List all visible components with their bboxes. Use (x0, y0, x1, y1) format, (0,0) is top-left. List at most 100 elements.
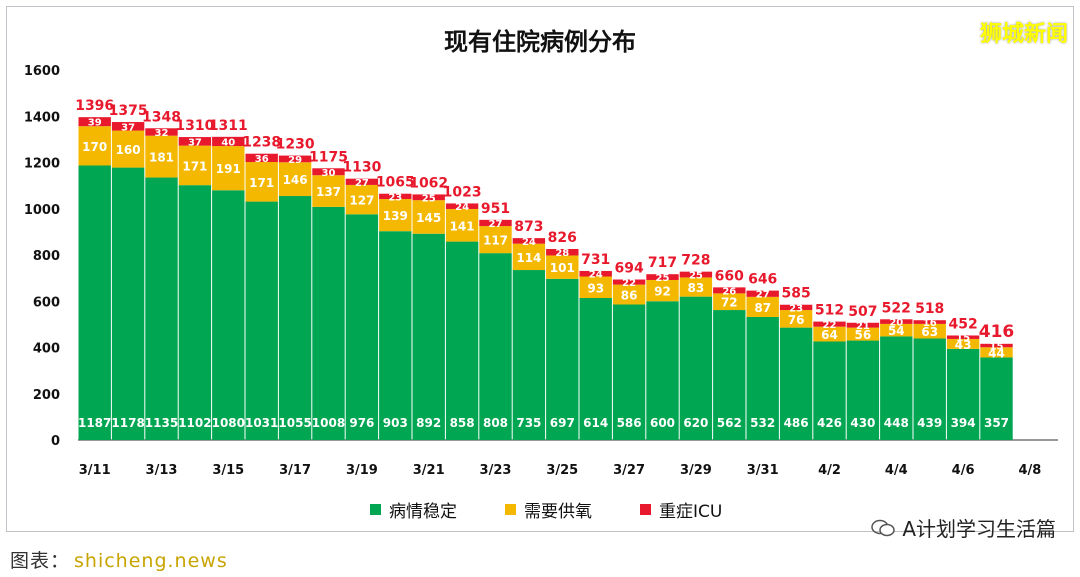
x-tick-label: 3/27 (613, 463, 645, 478)
data-label-total: 1311 (209, 118, 248, 134)
data-label-total: 1062 (409, 175, 448, 191)
data-label-total: 452 (948, 316, 977, 332)
bar-segment-icu (779, 304, 813, 311)
legend-item-stable: 病情稳定 (370, 497, 457, 522)
brand-logo-text: 狮城新闻 (979, 22, 1068, 47)
bar-segment-icu (579, 270, 612, 277)
data-label-oxygen: 170 (82, 140, 107, 154)
bar-segment-icu (111, 122, 145, 131)
bar-segment-stable (679, 296, 713, 440)
bar-segment-stable (646, 301, 679, 440)
data-label-oxygen: 145 (416, 211, 441, 225)
bar-segment-stable (278, 196, 312, 440)
x-tick-label: 4/8 (1018, 463, 1041, 478)
legend-swatch-oxygen (505, 504, 516, 515)
data-label-total: 507 (848, 304, 877, 320)
x-tick-label: 3/29 (680, 463, 712, 478)
bar-segment-stable (746, 316, 779, 440)
bar-segment-stable (312, 206, 345, 440)
bar-segment-icu (412, 194, 445, 201)
x-tick-label: 4/6 (952, 463, 975, 478)
data-label-oxygen: 171 (249, 176, 274, 190)
data-label-icu: 26 (722, 286, 736, 297)
bar-segment-stable (913, 338, 946, 440)
data-label-stable: 448 (884, 416, 909, 430)
x-tick-label: 3/15 (212, 463, 244, 478)
bar-segment-icu (479, 219, 512, 227)
data-label-icu: 29 (288, 155, 302, 166)
bar-segment-oxygen (813, 326, 846, 342)
bar-segment-stable (512, 270, 546, 440)
x-tick-label: 3/21 (413, 463, 445, 478)
bar-segment-oxygen (412, 200, 445, 234)
data-label-stable: 600 (650, 416, 675, 430)
data-label-total: 1348 (142, 109, 181, 125)
x-tick-label: 3/23 (480, 463, 512, 478)
bar-segment-stable (178, 185, 212, 440)
data-label-icu: 25 (422, 193, 436, 204)
x-tick-label: 4/4 (885, 463, 908, 478)
bar-segment-stable (245, 201, 278, 440)
data-label-oxygen: 93 (587, 281, 604, 295)
data-label-oxygen: 160 (116, 143, 141, 157)
y-tick-label: 1600 (24, 64, 60, 79)
data-label-stable: 357 (984, 416, 1009, 430)
bar-segment-oxygen (245, 162, 278, 202)
bar-segment-stable (713, 310, 746, 440)
data-label-oxygen: 43 (955, 338, 972, 352)
bar-segment-stable (612, 304, 646, 440)
data-label-icu: 27 (355, 178, 369, 189)
bar-segment-oxygen (479, 226, 512, 254)
data-label-total: 1375 (109, 103, 148, 119)
data-label-stable: 394 (951, 416, 976, 430)
bar-segment-stable (212, 190, 245, 440)
bar-segment-icu (813, 321, 846, 327)
data-label-icu: 27 (756, 290, 770, 301)
data-label-icu: 22 (622, 278, 636, 289)
bar-segment-oxygen (880, 323, 913, 337)
bar-segment-oxygen (546, 255, 579, 279)
bar-segment-icu (612, 279, 646, 285)
data-label-icu: 15 (956, 333, 970, 344)
bar-segment-icu (512, 238, 546, 244)
data-label-oxygen: 141 (450, 219, 475, 233)
data-label-stable: 430 (850, 416, 875, 430)
data-label-icu: 23 (388, 192, 402, 203)
data-label-total: 646 (748, 272, 777, 288)
legend-swatch-stable (370, 504, 381, 515)
bar-segment-icu (312, 168, 345, 176)
bar-segment-stable (846, 340, 880, 440)
data-label-icu: 37 (121, 122, 135, 133)
bar-segment-oxygen (713, 293, 746, 311)
y-tick-label: 200 (33, 388, 60, 403)
data-label-icu: 20 (889, 318, 903, 329)
data-label-total: 731 (581, 252, 610, 268)
data-label-total: 728 (681, 253, 710, 269)
data-label-total: 1023 (443, 184, 482, 200)
data-label-stable: 586 (617, 416, 642, 430)
bar-segment-icu (78, 117, 111, 127)
data-label-total: 951 (481, 201, 510, 217)
y-tick-label: 1000 (24, 203, 60, 218)
data-label-total: 1130 (342, 160, 381, 176)
data-label-oxygen: 146 (283, 173, 308, 187)
data-label-oxygen: 139 (383, 209, 408, 223)
data-label-stable: 1178 (111, 416, 144, 430)
bar-segment-stable (345, 214, 379, 440)
watermark: A计划学习生活篇 (870, 513, 1056, 542)
data-label-total: 694 (614, 261, 643, 277)
bar-segment-stable (579, 298, 612, 440)
x-tick-label: 3/19 (346, 463, 378, 478)
bar-segment-oxygen (345, 184, 379, 215)
data-label-stable: 903 (383, 416, 408, 430)
bar-segment-oxygen (946, 338, 980, 349)
data-label-oxygen: 54 (888, 324, 905, 338)
legend-item-oxygen: 需要供氧 (505, 497, 592, 522)
data-label-icu: 30 (322, 168, 336, 179)
data-label-oxygen: 127 (349, 194, 374, 208)
bar-segment-oxygen (579, 276, 612, 299)
data-label-total: 416 (979, 322, 1015, 342)
data-label-icu: 25 (656, 273, 670, 284)
data-label-oxygen: 56 (855, 328, 872, 342)
data-label-oxygen: 72 (721, 296, 738, 310)
